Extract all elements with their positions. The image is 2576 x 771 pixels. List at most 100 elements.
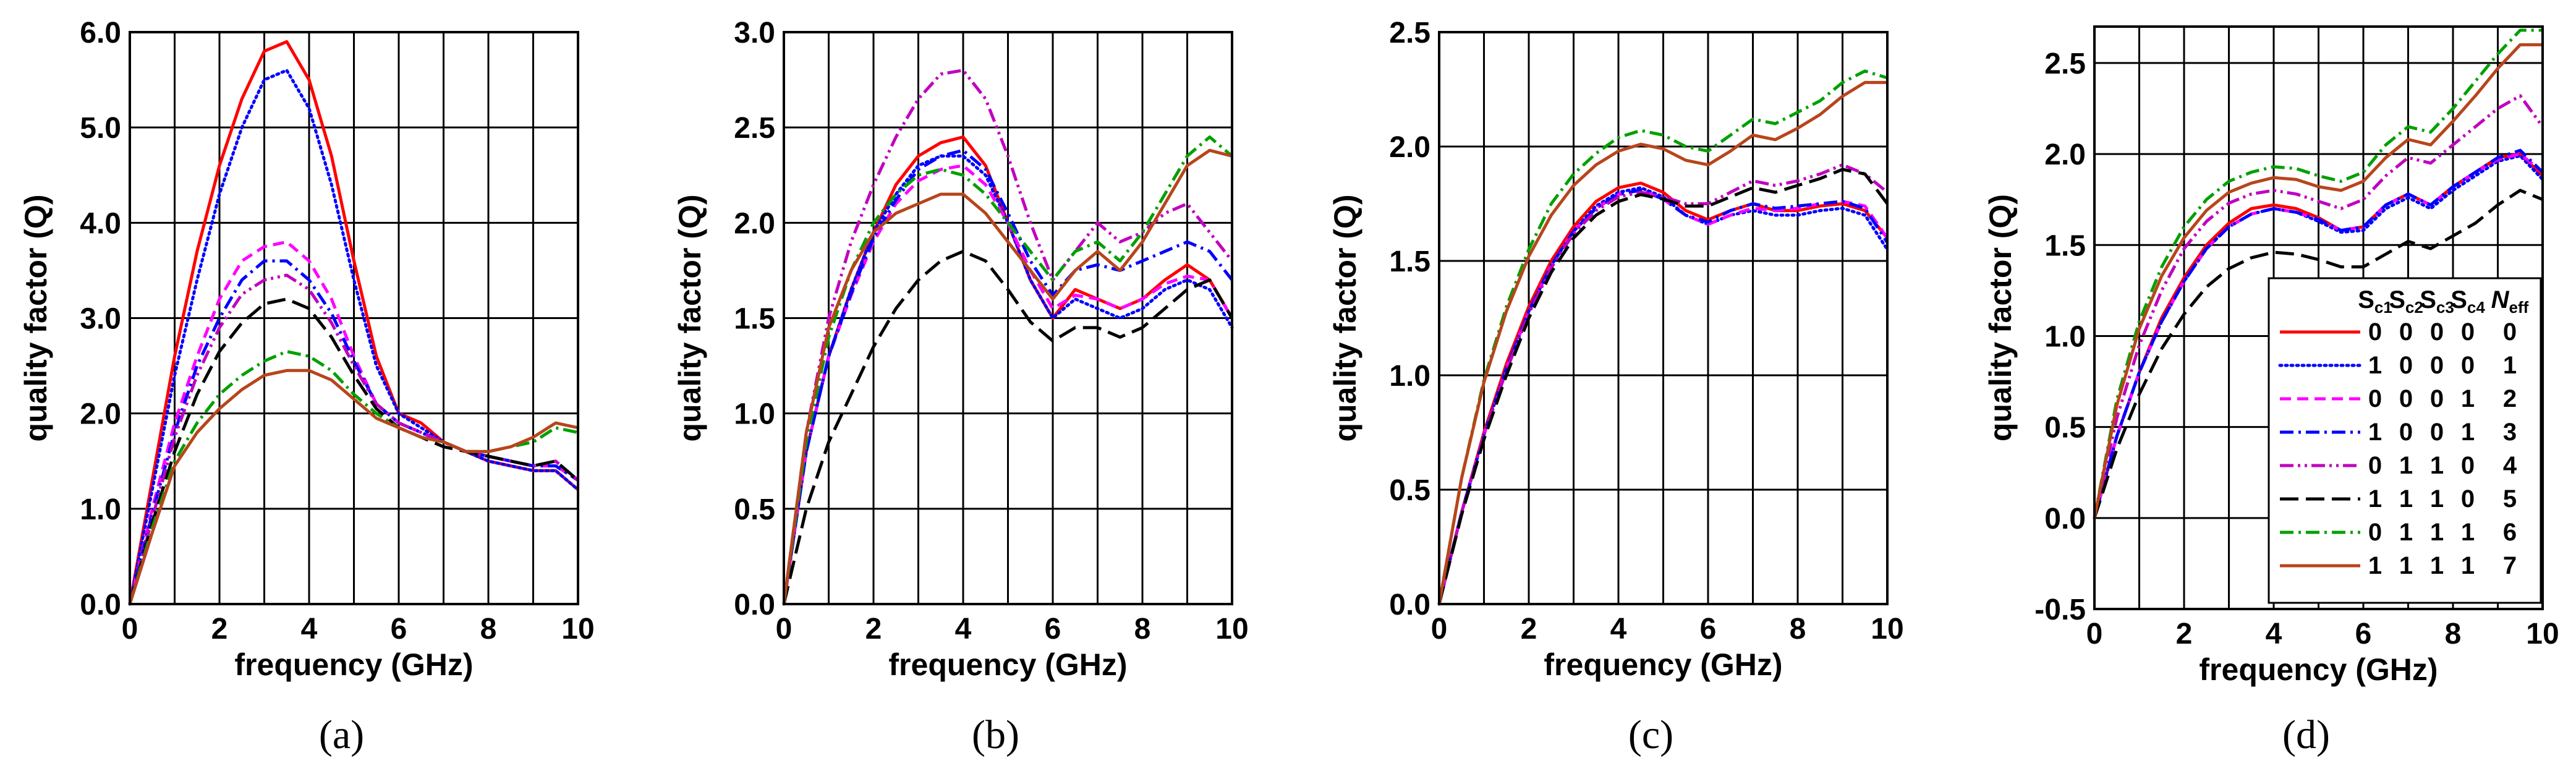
legend-value: 6 [2503, 519, 2517, 546]
legend-value: 0 [2368, 318, 2382, 346]
plot-frame-b [783, 31, 1233, 605]
legend-header: Neff [2491, 286, 2529, 317]
legend-value: 1 [2399, 552, 2413, 579]
x-tick-label-b: 8 [1134, 613, 1151, 645]
series-line-d-1 [2093, 154, 2544, 520]
series-line-a-1 [128, 69, 580, 606]
panel-label-d: (d) [2282, 712, 2330, 757]
legend-value: 1 [2503, 352, 2517, 379]
legend-value: 0 [2461, 485, 2475, 513]
legend-value: 0 [2368, 385, 2382, 412]
series-line-b-5 [782, 250, 1234, 605]
series-line-d-3 [2093, 148, 2544, 519]
y-tick-label-a: 4.0 [80, 207, 121, 240]
series-line-c-4 [1437, 163, 1889, 605]
chart-panel-c: 0 2 4 6 8 10 0.0 0.5 1.0 1.5 2.0 2.5 frequency (GHz)… [1328, 17, 1904, 757]
x-tick-label-d: 4 [2266, 618, 2282, 650]
legend-value: 1 [2461, 385, 2475, 412]
series-line-b-7 [782, 148, 1233, 605]
chart-panel-b: 0 2 4 6 8 10 0.0 0.5 1.0 1.5 2.0 2.5 3.0 frequency (G… [673, 17, 1249, 757]
legend-value: 0 [2430, 352, 2444, 379]
series-line-c-5 [1437, 168, 1889, 605]
legend-value: 1 [2399, 485, 2413, 513]
legend-value: 1 [2461, 519, 2475, 546]
legend-value: 1 [2430, 452, 2444, 479]
legend-value: 4 [2503, 452, 2517, 479]
legend-value: 1 [2368, 552, 2382, 579]
x-axis-label-c: frequency (GHz) [1544, 647, 1782, 682]
legend-value: 1 [2430, 485, 2444, 513]
legend-value: 1 [2461, 419, 2475, 446]
plot-frame-c [1438, 31, 1889, 605]
y-tick-label-d: 2.5 [2044, 48, 2086, 80]
legend-header-sub: c4 [2467, 298, 2485, 317]
legend-value: 1 [2461, 552, 2475, 579]
y-axis-label-b: quality factor (Q) [673, 194, 707, 441]
x-tick-label-d: 8 [2445, 618, 2462, 650]
series-line-d-7 [2093, 43, 2543, 519]
y-tick-label-c: 2.0 [1389, 131, 1430, 164]
legend-header-sub: c1 [2374, 298, 2392, 317]
legend-value: 0 [2399, 385, 2413, 412]
x-tick-label-c: 0 [1431, 613, 1448, 645]
x-axis-label-a: frequency (GHz) [234, 647, 473, 682]
x-tick-label-b: 6 [1045, 613, 1061, 645]
panel-label-b: (b) [972, 712, 1019, 757]
legend-value: 7 [2503, 552, 2517, 579]
legend-value: 2 [2503, 385, 2517, 412]
series-line-d-6 [2093, 28, 2543, 519]
panel-label-c: (c) [1628, 712, 1673, 757]
x-tick-label-a: 6 [391, 613, 407, 645]
legend-value: 0 [2368, 519, 2382, 546]
legend-header-sub: c2 [2405, 298, 2423, 317]
y-tick-label-d: 0.5 [2044, 412, 2086, 445]
series-line-a-7 [128, 368, 579, 605]
y-tick-label-d: 1.0 [2044, 320, 2086, 353]
legend-value: 0 [2430, 419, 2444, 446]
legend-header-main: N [2491, 286, 2510, 313]
y-axis-label-a: quality factor (Q) [19, 194, 53, 441]
y-tick-label-c: 0.0 [1389, 589, 1430, 621]
legend-value: 1 [2430, 552, 2444, 579]
series-line-c-7 [1437, 80, 1887, 605]
series-line-b-4 [782, 69, 1233, 605]
legend-value: 0 [2399, 318, 2413, 346]
legend-header-main: S [2358, 286, 2374, 313]
y-tick-label-a: 6.0 [80, 17, 121, 49]
y-tick-label-c: 1.5 [1389, 245, 1430, 278]
y-tick-label-d: -0.5 [2034, 594, 2086, 626]
x-axis-label-d: frequency (GHz) [2199, 652, 2438, 687]
legend-header-main: S [2451, 286, 2467, 313]
y-tick-label-d: 1.5 [2044, 229, 2086, 262]
x-tick-label-a: 10 [561, 613, 594, 645]
legend-value: 3 [2503, 419, 2517, 446]
legend-header: Sc4 [2451, 286, 2485, 317]
y-tick-label-a: 2.0 [80, 398, 121, 431]
plot-frame-d [2093, 25, 2544, 610]
series-line-a-5 [128, 297, 579, 605]
y-tick-label-a: 3.0 [80, 303, 121, 336]
series-line-d-4 [2093, 94, 2544, 519]
legend-header-main: S [2389, 286, 2405, 313]
x-tick-label-d: 2 [2176, 618, 2193, 650]
y-tick-label-b: 3.0 [734, 17, 775, 49]
legend-value: 0 [2399, 352, 2413, 379]
series-line-d-5 [2093, 189, 2543, 519]
legend-value: 5 [2503, 485, 2517, 513]
panel-label-a: (a) [319, 712, 364, 757]
series-line-b-6 [782, 135, 1233, 605]
legend-value: 0 [2461, 352, 2475, 379]
legend-value: 1 [2399, 452, 2413, 479]
legend-value: 0 [2461, 452, 2475, 479]
series-line-c-0 [1437, 181, 1889, 605]
x-tick-label-c: 4 [1610, 613, 1627, 645]
series-line-b-1 [782, 154, 1234, 606]
series-line-b-3 [782, 148, 1233, 605]
legend-value: 1 [2430, 519, 2444, 546]
legend-header-sub: eff [2509, 298, 2529, 317]
x-tick-label-a: 8 [480, 613, 497, 645]
y-tick-label-c: 1.0 [1389, 360, 1430, 393]
x-tick-label-a: 2 [211, 613, 228, 645]
